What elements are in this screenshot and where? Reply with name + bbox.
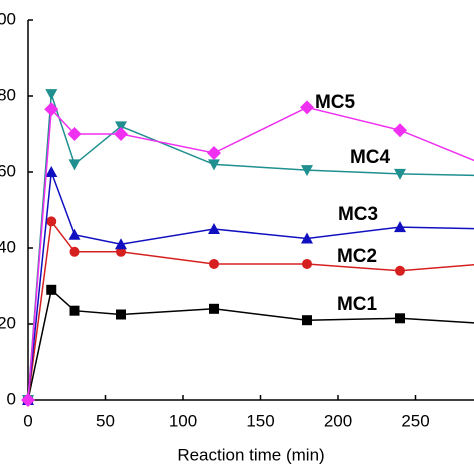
marker xyxy=(302,315,312,326)
y-tick-label: 0 xyxy=(7,389,16,408)
marker xyxy=(116,309,126,320)
y-tick-label: 80 xyxy=(0,85,16,104)
marker xyxy=(395,313,405,324)
marker xyxy=(208,223,220,234)
marker xyxy=(301,165,313,177)
x-tick-label: 100 xyxy=(169,411,197,430)
marker xyxy=(393,123,407,138)
y-tick-label: 100 xyxy=(0,9,16,28)
marker xyxy=(21,393,35,407)
marker xyxy=(115,238,127,250)
marker xyxy=(67,127,82,141)
x-tick-label: 200 xyxy=(324,411,352,430)
x-tick-label: 150 xyxy=(246,411,274,430)
marker xyxy=(208,159,220,171)
marker xyxy=(68,159,81,171)
x-tick-label: 0 xyxy=(23,411,32,430)
series-line xyxy=(27,288,474,401)
series-line xyxy=(27,171,474,401)
marker xyxy=(302,258,312,269)
marker xyxy=(69,305,80,316)
marker xyxy=(209,258,219,269)
marker xyxy=(395,265,405,276)
marker xyxy=(45,166,58,177)
marker xyxy=(44,102,59,117)
x-tick-label: 50 xyxy=(96,411,115,430)
series-label: MC1 xyxy=(337,294,378,315)
marker xyxy=(300,100,314,115)
x-tick-label: 250 xyxy=(401,411,429,430)
y-tick-label: 40 xyxy=(0,237,16,256)
series-label: MC2 xyxy=(337,246,377,267)
marker xyxy=(114,127,128,141)
marker xyxy=(394,221,406,233)
marker xyxy=(69,246,80,257)
y-tick-label: 20 xyxy=(0,313,16,332)
x-axis-label: Reaction time (min) xyxy=(177,445,324,464)
marker xyxy=(46,216,57,227)
marker xyxy=(394,168,406,180)
marker xyxy=(46,284,57,295)
marker xyxy=(207,146,221,160)
marker xyxy=(45,89,58,101)
y-tick-label: 60 xyxy=(0,161,16,180)
series-label: MC4 xyxy=(350,147,391,168)
marker xyxy=(209,303,219,314)
series-line xyxy=(27,219,474,401)
marker xyxy=(301,232,313,244)
series-label: MC3 xyxy=(338,204,378,225)
series-label: MC5 xyxy=(315,92,356,113)
marker xyxy=(115,121,127,133)
marker xyxy=(116,246,126,257)
series-line xyxy=(27,93,474,401)
marker xyxy=(68,228,81,240)
series-line xyxy=(27,106,474,401)
